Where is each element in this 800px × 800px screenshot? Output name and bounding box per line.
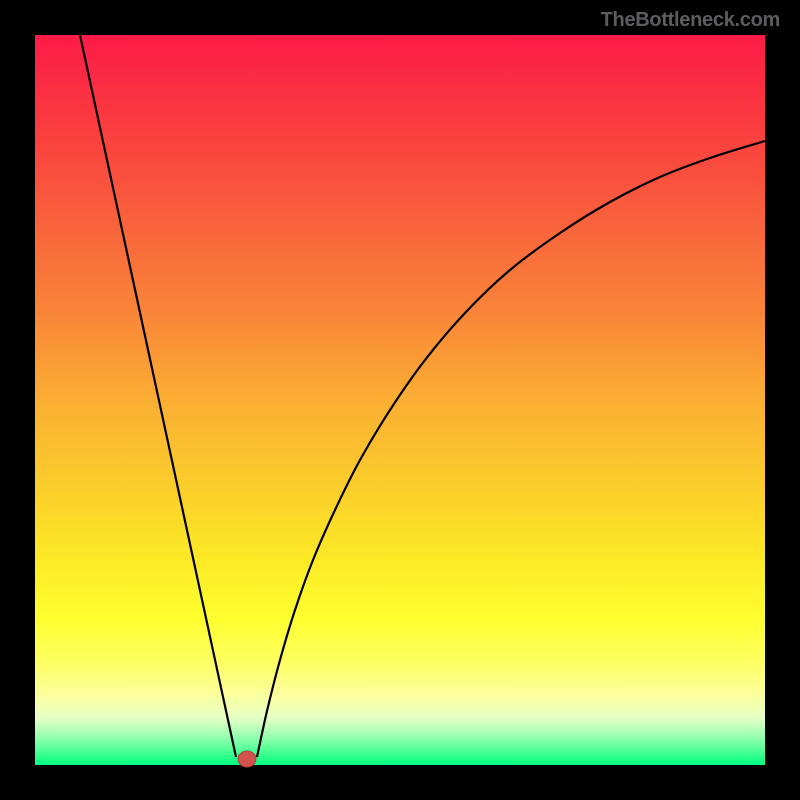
chart-container: TheBottleneck.com bbox=[0, 0, 800, 800]
right-ascending-curve bbox=[257, 141, 765, 757]
left-descending-line bbox=[80, 35, 236, 757]
watermark-text: TheBottleneck.com bbox=[601, 9, 780, 32]
minimum-marker bbox=[238, 751, 256, 767]
plot-area bbox=[35, 35, 765, 765]
curve-layer bbox=[35, 35, 765, 765]
